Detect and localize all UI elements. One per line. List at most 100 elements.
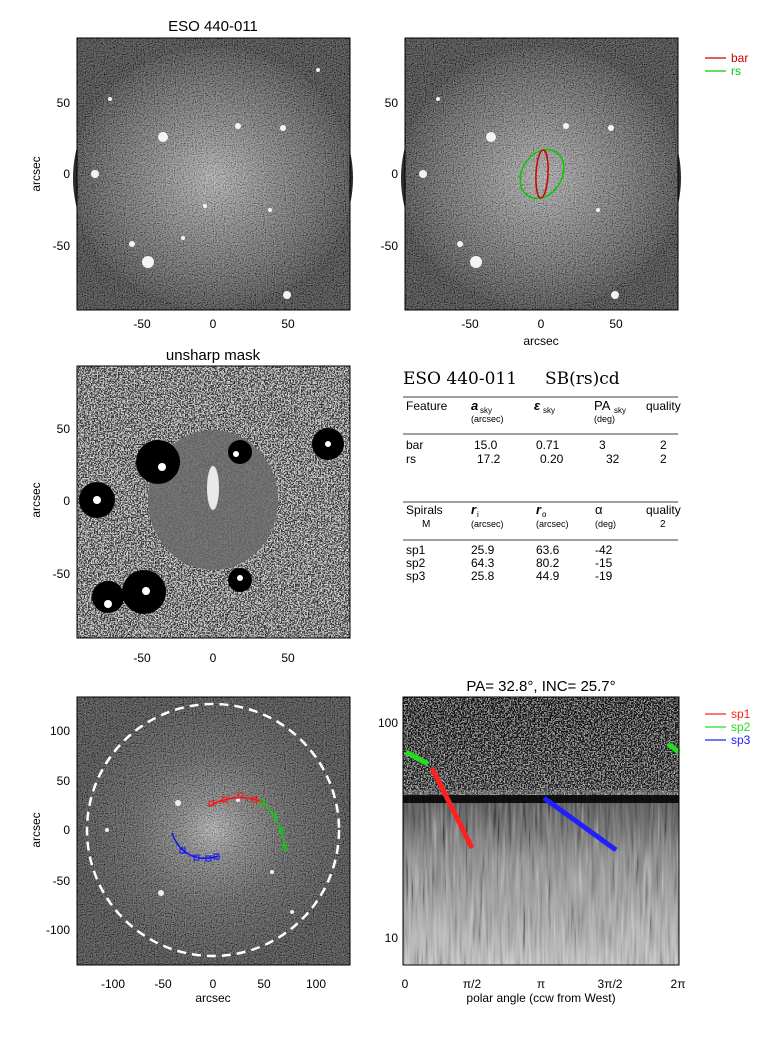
panel5-frame (76, 696, 351, 966)
panel6-xtick: 0 (402, 977, 409, 991)
spiral-ro: 44.9 (536, 569, 560, 583)
panel5-noise (77, 697, 350, 965)
panel6-xtick: 3π/2 (598, 977, 623, 991)
panel2-xtick: 0 (538, 317, 545, 331)
spiral-ri: 25.8 (471, 569, 495, 583)
panel2-xlabel: arcsec (523, 334, 558, 348)
th-ri-sub: i (477, 510, 479, 519)
panel3-xtick: -50 (133, 651, 151, 665)
th-spirals: Spirals (406, 503, 443, 517)
panel3-xtick: 50 (281, 651, 295, 665)
panel1-xtick: -50 (133, 317, 151, 331)
feature-pa: 32 (606, 452, 620, 466)
panel-ellipse-fits: -50 0 50 arcsec 50 0 -50 bar rs (381, 37, 748, 348)
th-eps: ε (534, 398, 541, 413)
panel1-xtick: 0 (210, 317, 217, 331)
spiral-ro: 63.6 (536, 543, 560, 557)
feature-eps: 0.71 (536, 438, 560, 452)
sp2-polar-trace (404, 749, 430, 767)
legend-rs-label: rs (731, 64, 741, 78)
spiral-name: sp3 (406, 569, 426, 583)
panel3-ytick: 0 (63, 494, 70, 508)
spiral-ri: 64.3 (471, 556, 495, 570)
spiral-alpha: -15 (595, 556, 613, 570)
panel5-xtick: 100 (306, 977, 326, 991)
spiral-row-sp2: sp2 64.3 80.2 -15 (406, 556, 613, 570)
panel2-ytick: 50 (385, 96, 399, 110)
panel2-xtick: -50 (461, 317, 479, 331)
spiral-name: sp2 (406, 556, 426, 570)
th-a: a (471, 398, 478, 413)
th-a-sub: sky (480, 406, 492, 415)
panel5-xtick: 0 (210, 977, 217, 991)
legend-sp2-label: sp2 (731, 720, 751, 734)
panel6-xtick: π (537, 977, 545, 991)
th-feature: Feature (406, 399, 448, 413)
feature-name: rs (406, 452, 416, 466)
panel6-streaks (403, 790, 679, 965)
panel-deprojected-spirals: arcsec arcsec -100 -50 0 50 100 100 50 0… (29, 696, 351, 1005)
feature-q: 2 (660, 452, 667, 466)
sp2-polar-trace-wrap (666, 741, 681, 755)
spiral-row-sp3: sp3 25.8 44.9 -19 (406, 569, 613, 583)
feature-eps: 0.20 (540, 452, 564, 466)
panel5-ytick: 50 (57, 774, 71, 788)
panel6-dark-band (403, 795, 679, 803)
th-alpha-unit: (deg) (595, 519, 616, 529)
panel6-title: PA= 32.8°, INC= 25.7° (466, 678, 615, 695)
panel3-ytick: -50 (53, 567, 71, 581)
panel5-ytick: -50 (53, 874, 71, 888)
sp3-polar-trace (542, 795, 618, 853)
th-quality: quality (646, 399, 681, 413)
panel1-ytick: 0 (63, 167, 70, 181)
th-ri-unit: (arcsec) (471, 519, 504, 529)
th-ro-sub: o (542, 510, 547, 519)
th-pa: PA (594, 398, 611, 413)
spiral-alpha: -42 (595, 543, 613, 557)
panel1-ytick: -50 (53, 239, 71, 253)
th-ro-unit: (arcsec) (536, 519, 569, 529)
legend-sp3-label: sp3 (731, 733, 751, 747)
feature-a: 17.2 (477, 452, 501, 466)
panel6-ytick: 100 (378, 716, 398, 730)
panel5-ytick: 0 (63, 823, 70, 837)
panel6-xtick: π/2 (463, 977, 482, 991)
th-quality: quality (646, 503, 681, 517)
legend-sp1-label: sp1 (731, 707, 751, 721)
panel6-frame (402, 696, 680, 966)
disk-boundary-circle (85, 702, 341, 958)
info-galaxy-type: SB(rs)cd (545, 369, 620, 389)
sp1-arm (210, 796, 263, 806)
feature-row-bar: bar 15.0 0.71 3 2 (406, 438, 667, 452)
th-pa-sub: sky (614, 406, 626, 415)
panel1-ytick: 50 (57, 96, 71, 110)
th-a-unit: (arcsec) (471, 414, 504, 424)
spiral-ro: 80.2 (536, 556, 560, 570)
panel2-stars (419, 97, 619, 299)
panel-polar-plot: PA= 32.8°, INC= 25.7° 0 π/2 π 3π/2 2π po… (378, 678, 751, 1005)
panel3-frame (76, 365, 351, 639)
panel5-xtick: -100 (101, 977, 125, 991)
panel1-xtick: 50 (281, 317, 295, 331)
spiral-markers (179, 792, 288, 862)
spiral-alpha: -19 (595, 569, 613, 583)
panel6-ytick: 10 (385, 931, 399, 945)
spiral-ri: 25.9 (471, 543, 495, 557)
info-table: ESO 440-011 SB(rs)cd Feature a sky (arcs… (403, 369, 681, 583)
th-quality-value: 2 (660, 519, 666, 530)
panel3-ytick: 50 (57, 422, 71, 436)
panel2-frame (404, 37, 679, 311)
th-m: M (422, 519, 430, 530)
panel5-stars (105, 798, 294, 914)
th-pa-unit: (deg) (594, 414, 615, 424)
panel3-title: unsharp mask (166, 347, 261, 364)
panel2-noise (405, 38, 678, 310)
panel3-ylabel: arcsec (29, 482, 43, 517)
panel1-ylabel: arcsec (29, 156, 43, 191)
panel5-xtick: 50 (257, 977, 271, 991)
panel3-bar-feature (207, 466, 219, 510)
th-ri: r (471, 502, 477, 517)
feature-a: 15.0 (474, 438, 498, 452)
sp1-polar-trace (429, 766, 475, 850)
